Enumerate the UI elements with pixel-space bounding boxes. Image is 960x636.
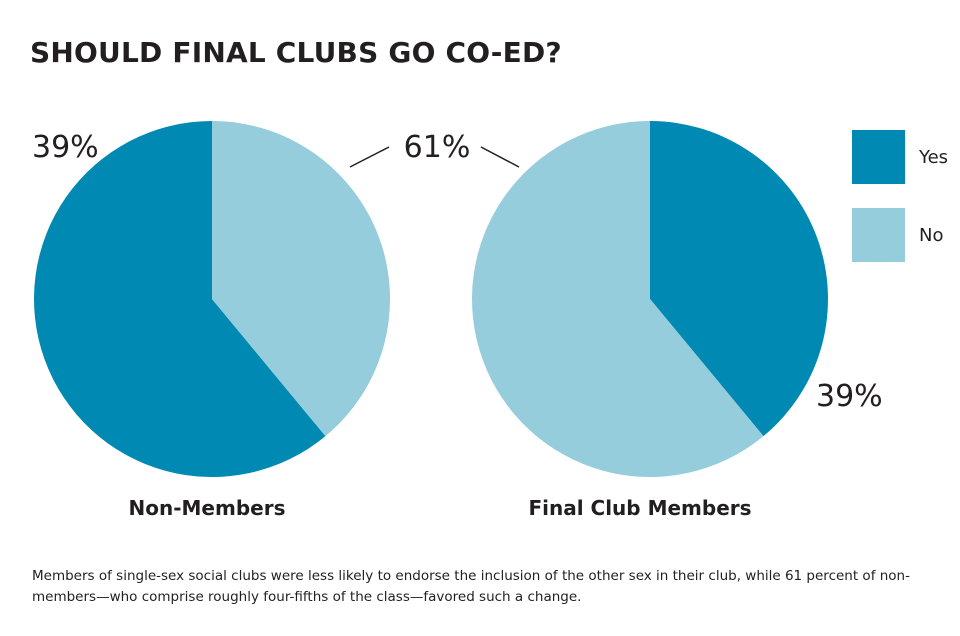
non-members-pie [33, 121, 390, 478]
caption: Members of single-sex social clubs were … [32, 568, 910, 605]
pie-slice-yes [33, 121, 326, 478]
final-club-members-pie [472, 121, 828, 477]
chart-title: SHOULD FINAL CLUBS GO CO-ED? [30, 36, 562, 69]
legend: Yes No [852, 130, 948, 286]
pie-slice-no [212, 121, 390, 437]
label-members-yes: 39% [816, 379, 883, 414]
legend-label-no: No [919, 224, 944, 246]
legend-item-yes: Yes [852, 130, 948, 184]
legend-label-yes: Yes [919, 146, 949, 168]
label-final-club-members: Final Club Members [528, 496, 751, 520]
pie-slice-no [472, 121, 764, 477]
label-non-members: Non-Members [129, 496, 286, 520]
label-non-members-no: 39% [32, 130, 99, 165]
legend-swatch-yes [852, 130, 905, 184]
legend-swatch-no [852, 208, 905, 262]
leader-line-left [349, 146, 390, 168]
label-non-members-yes: 61% [404, 130, 471, 165]
legend-item-no: No [852, 208, 948, 262]
leader-line-right [480, 146, 520, 168]
pie-slice-yes [650, 121, 828, 437]
